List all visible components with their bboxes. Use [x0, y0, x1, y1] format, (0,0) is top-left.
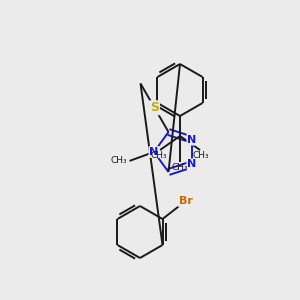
Text: Br: Br: [178, 196, 193, 206]
Text: CH₃: CH₃: [172, 163, 188, 172]
Text: N: N: [149, 147, 159, 157]
Text: CH₃: CH₃: [111, 156, 128, 165]
Text: N: N: [188, 135, 196, 145]
Text: CH₃: CH₃: [151, 151, 167, 160]
Text: S: S: [150, 101, 159, 114]
Text: N: N: [188, 159, 196, 169]
Text: CH₃: CH₃: [193, 151, 209, 160]
